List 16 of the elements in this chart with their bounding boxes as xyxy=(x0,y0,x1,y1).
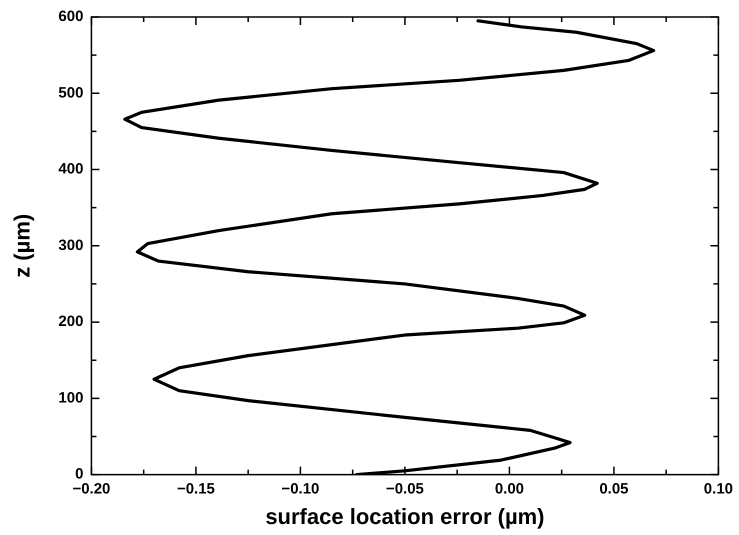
y-tick-label: 0 xyxy=(75,466,84,483)
x-tick-label: −0.05 xyxy=(386,480,424,498)
y-tick-label: 400 xyxy=(58,160,84,178)
y-tick-label: 200 xyxy=(58,313,84,330)
x-tick-label: 0.05 xyxy=(599,480,629,498)
y-tick-label: 100 xyxy=(58,389,84,406)
x-tick-label: −0.10 xyxy=(281,480,320,498)
x-tick-label: −0.15 xyxy=(176,480,215,498)
y-axis-title: z (µm) xyxy=(9,214,34,278)
x-axis-title: surface location error (µm) xyxy=(265,504,545,529)
x-tick-label: 0.10 xyxy=(704,480,734,498)
x-tick-label: −0.20 xyxy=(72,480,110,498)
y-tick-label: 600 xyxy=(58,8,84,26)
x-tick-label: 0.00 xyxy=(494,480,524,498)
y-tick-label: 300 xyxy=(58,236,84,254)
y-tick-label: 500 xyxy=(58,84,84,102)
